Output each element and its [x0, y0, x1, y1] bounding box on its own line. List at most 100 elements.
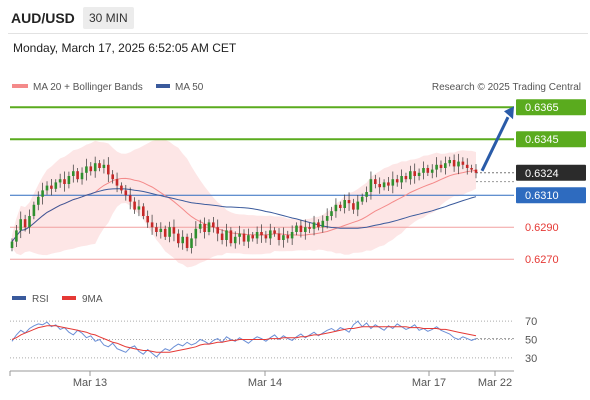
candle-body [28, 216, 31, 228]
candle-body [400, 176, 403, 183]
candle-body [409, 171, 412, 180]
candle-body [168, 227, 171, 237]
x-axis-ticks: Mar 13 Mar 14 Mar 17 Mar 22 [73, 371, 512, 389]
chart-header: AUD/USD 30 MIN [0, 0, 590, 34]
candle-body [93, 163, 97, 172]
candle-body [172, 227, 176, 234]
forecast-arrow-shaft [480, 116, 510, 172]
candle-body [194, 228, 198, 239]
candle-body [422, 168, 425, 173]
candle-body [137, 206, 141, 210]
candle-body [198, 224, 202, 229]
candle-body [10, 241, 14, 248]
candle-body [457, 161, 460, 167]
candle-body [330, 211, 333, 216]
candle-body [163, 228, 167, 237]
candle-body [220, 233, 224, 240]
candle-body [365, 192, 368, 197]
data-credit: Research © 2025 Trading Central [432, 82, 581, 93]
candle-body [426, 168, 430, 173]
bollinger-band-layer [12, 139, 476, 268]
candle-body [343, 200, 346, 208]
timeframe-badge[interactable]: 30 MIN [83, 7, 134, 29]
candle-body [233, 236, 237, 244]
candle-body [404, 176, 408, 180]
x-tick-label: Mar 14 [248, 377, 282, 389]
price-label-box [516, 164, 586, 181]
candle-body [374, 179, 377, 184]
candle-body [41, 190, 44, 197]
candle-body [242, 233, 246, 242]
ma20-legend-swatch [12, 84, 28, 88]
rsi-ma-legend-swatch [62, 296, 76, 300]
candle-body [325, 216, 329, 221]
candle-body [124, 190, 128, 196]
candle-body [225, 230, 228, 240]
candle-body [430, 169, 434, 173]
candle-body [159, 228, 163, 232]
candle-body [216, 227, 219, 234]
candle-body [360, 196, 364, 202]
candle-body [387, 182, 390, 186]
candle-body [185, 236, 189, 248]
candle-body [251, 235, 254, 239]
price-label-0.6365: 0.6365 [525, 102, 559, 114]
candle-body [391, 179, 395, 186]
candle-body [282, 235, 285, 240]
candle-body [177, 233, 180, 244]
candle-body [203, 224, 206, 232]
candle-body [115, 179, 119, 186]
candle-body [378, 184, 381, 188]
candle-body [247, 235, 250, 242]
candle-body [264, 235, 268, 239]
bollinger-band-area [12, 139, 476, 268]
candle-body [452, 160, 456, 167]
ma50-legend-swatch [156, 84, 170, 88]
candle-body [89, 166, 93, 172]
rsi-ma-line [11, 325, 477, 353]
candle-body [308, 227, 311, 229]
candle-body [238, 233, 241, 237]
candle-body [304, 227, 307, 232]
candle-body [190, 238, 193, 248]
candle-body [133, 201, 136, 210]
candle-body [413, 171, 416, 176]
candle-body [461, 161, 465, 165]
candle-body [45, 185, 49, 191]
candle-body [15, 230, 18, 242]
rsi-level-label: 70 [525, 316, 537, 328]
candle-body [435, 164, 438, 170]
candle-body [229, 230, 233, 244]
price-label-0.6324: 0.6324 [525, 168, 559, 180]
candle-body [107, 164, 110, 175]
candle-body [295, 225, 298, 232]
x-tick-label: Mar 17 [412, 377, 446, 389]
candle-body [474, 169, 478, 173]
candle-body [448, 160, 451, 164]
rsi-panel: 70 50 30 [10, 316, 537, 365]
ma50-line [11, 188, 477, 242]
candle-body [255, 232, 259, 239]
candle-body [37, 196, 40, 205]
candle-body [417, 172, 421, 176]
candle-body [50, 185, 53, 189]
forecast-arrow-head [504, 106, 514, 120]
candles-layer [10, 153, 478, 254]
candle-body [181, 236, 184, 244]
candle-body [67, 176, 71, 184]
key-levels-layer [10, 106, 514, 260]
candle-body [150, 222, 154, 228]
timestamp: Monday, March 17, 2025 6:52:05 AM CET [13, 41, 237, 55]
candle-body [155, 227, 158, 232]
candle-body [334, 204, 338, 212]
instrument-name: AUD/USD [11, 10, 75, 26]
candle-body [339, 204, 342, 208]
candle-body [299, 225, 303, 232]
candle-body [260, 232, 263, 236]
candle-body [269, 230, 272, 239]
candle-body [111, 174, 114, 180]
candle-body [312, 222, 316, 229]
candle-body [212, 222, 215, 228]
candle-body [76, 171, 79, 180]
